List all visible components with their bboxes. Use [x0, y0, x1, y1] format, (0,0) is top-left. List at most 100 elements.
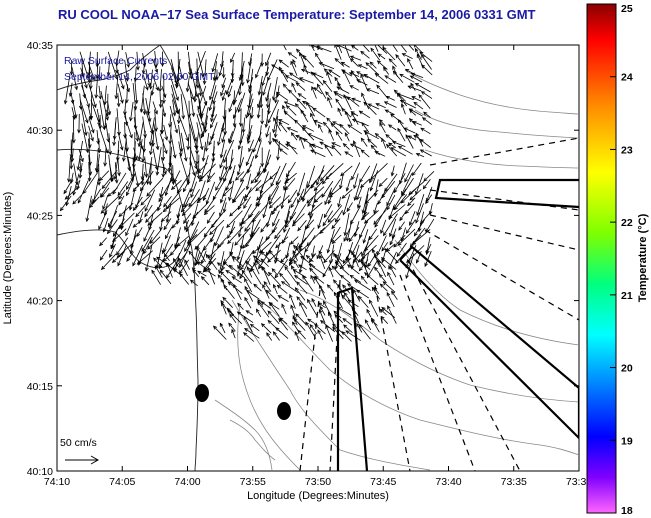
current-vector [291, 83, 297, 93]
current-vector-head [319, 320, 325, 324]
current-vector-head [405, 274, 409, 279]
current-vector [381, 242, 389, 252]
current-vector [145, 69, 151, 87]
current-vector-head [344, 110, 349, 115]
current-vector [277, 295, 289, 302]
current-vector-head [305, 224, 310, 229]
current-vector-head [272, 331, 277, 336]
current-vector [203, 107, 209, 130]
current-vector-head [378, 119, 383, 124]
current-vector-head [173, 178, 178, 184]
overlay-line-1: Raw Surface Currents [64, 55, 167, 67]
current-vector [314, 276, 325, 284]
current-vector-head [227, 239, 232, 245]
current-vector-head [205, 253, 210, 258]
current-vector-head [278, 148, 283, 152]
current-vector [163, 197, 181, 212]
current-vector [234, 227, 251, 246]
current-vector-head [142, 148, 147, 153]
current-vector [340, 165, 353, 177]
current-vector-head [188, 71, 192, 77]
current-vector-head [341, 331, 346, 336]
current-vector [96, 154, 100, 173]
current-vector-head [282, 104, 286, 110]
current-vector-head [310, 112, 314, 117]
current-vector-head [385, 247, 391, 252]
current-vector [184, 219, 189, 230]
current-vector [247, 124, 253, 141]
current-vector [285, 205, 291, 224]
current-vector-head [268, 141, 272, 146]
current-vector [198, 81, 207, 106]
current-vector-head [119, 146, 124, 151]
current-vector-head [374, 151, 379, 155]
current-vector [284, 177, 296, 191]
current-vector-head [211, 153, 216, 158]
current-vector [114, 122, 117, 140]
current-vector-head [271, 210, 276, 216]
current-vector-head [258, 265, 262, 270]
current-vector [99, 170, 110, 181]
current-vector [397, 119, 408, 133]
current-vector-head [378, 182, 383, 188]
current-vector [360, 178, 370, 188]
current-vector [223, 261, 233, 271]
current-vector-head [164, 191, 169, 197]
current-vector-head [272, 96, 276, 101]
current-vector-head [407, 85, 412, 89]
current-vector-head [396, 92, 401, 98]
current-vector-head [290, 304, 294, 309]
current-vector [246, 149, 254, 166]
current-vector-head [189, 279, 195, 284]
current-vector-head [277, 295, 282, 299]
current-vector-head [219, 164, 223, 169]
current-vector-head [284, 265, 289, 271]
current-vector [79, 163, 83, 179]
current-vector [277, 284, 288, 294]
current-vector-head [184, 259, 188, 264]
current-vector [96, 60, 99, 79]
current-vector-head [358, 39, 361, 42]
current-vector-head [204, 147, 209, 152]
current-vector [275, 162, 287, 185]
current-vector-head [302, 54, 307, 59]
current-vector-head [284, 223, 289, 229]
current-vector [318, 302, 326, 309]
current-vector [127, 156, 134, 182]
current-vector-head [411, 171, 416, 177]
current-vector [422, 117, 432, 125]
current-vector [299, 302, 308, 318]
colorbar-tick-label: 25 [621, 3, 633, 15]
current-vector [250, 324, 260, 332]
current-vector [392, 45, 398, 52]
current-vector [87, 106, 92, 120]
current-vector [394, 194, 408, 210]
current-vector-head [313, 276, 318, 281]
current-vector-head [164, 234, 169, 240]
current-vector-head [309, 267, 314, 272]
current-vector [125, 52, 130, 68]
current-vector [163, 243, 174, 258]
current-vector [370, 170, 379, 191]
current-vector [170, 243, 180, 256]
current-vector [206, 181, 216, 205]
current-vector [363, 229, 369, 244]
current-vector [307, 197, 314, 207]
current-vector-head [116, 251, 120, 256]
current-vector [163, 234, 171, 253]
current-vector [424, 250, 432, 267]
current-vector [290, 236, 299, 245]
current-vector-head [175, 96, 179, 102]
current-vector [159, 269, 172, 285]
current-vector [289, 294, 296, 309]
current-vector [329, 178, 342, 195]
current-vector-head [364, 319, 369, 324]
current-vector-head [310, 274, 314, 280]
current-vector-head [395, 259, 400, 264]
current-vector-head [318, 284, 323, 289]
current-vector [197, 109, 204, 126]
current-vector-head [376, 251, 381, 257]
current-vector-head [325, 91, 330, 96]
current-vector [304, 234, 316, 253]
current-vector [245, 226, 260, 247]
